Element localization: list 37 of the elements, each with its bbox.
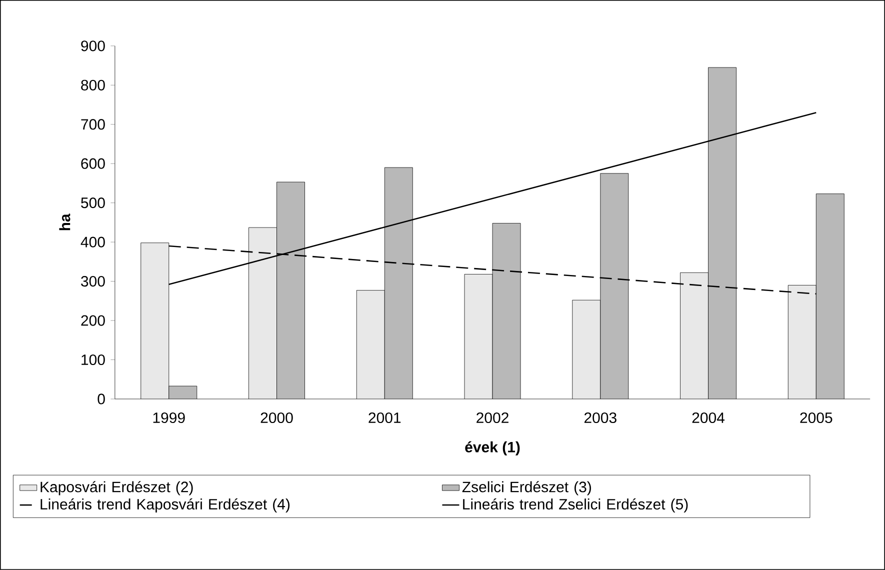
bar	[168, 386, 197, 400]
bar	[464, 274, 493, 400]
bar	[356, 290, 385, 400]
bar	[600, 173, 628, 400]
x-tick-label: 2001	[368, 412, 401, 424]
y-tick-label: 300	[81, 276, 105, 287]
y-tick-label: 0	[98, 394, 105, 404]
y-axis-title: ha	[59, 214, 70, 230]
y-tick-label: 700	[81, 119, 105, 130]
legend-label: Lineáris trend Zselici Erdészet (5)	[463, 498, 688, 513]
bar	[788, 285, 816, 400]
bar	[680, 272, 708, 400]
x-axis-title: évek (1)	[465, 441, 520, 456]
x-tick-label: 1999	[153, 412, 185, 424]
y-tick-label: 100	[82, 354, 105, 366]
bar	[276, 182, 305, 400]
legend-label: Zselici Erdészet (3)	[462, 481, 591, 496]
y-tick-label: 900	[81, 40, 105, 52]
y-tick-label: 200	[81, 315, 105, 326]
bar	[384, 168, 413, 400]
x-tick-label: 2004	[692, 412, 725, 424]
bar	[816, 194, 844, 400]
x-tick-label: 2005	[800, 412, 832, 424]
legend-label: Kaposvári Erdészet (2)	[40, 481, 193, 496]
y-tick-label: 400	[80, 236, 105, 248]
bar	[140, 242, 169, 400]
bar	[572, 300, 600, 400]
x-tick-label: 2002	[476, 412, 508, 424]
bar	[248, 228, 277, 400]
x-tick-label: 2000	[260, 412, 293, 424]
y-tick-label: 600	[81, 158, 105, 169]
bar	[492, 223, 521, 400]
bar	[708, 68, 736, 400]
y-tick-label: 500	[81, 198, 105, 208]
legend-label: Lineáris trend Kaposvári Erdészet (4)	[40, 498, 290, 513]
y-tick-label: 800	[81, 80, 105, 90]
x-tick-label: 2003	[584, 412, 616, 424]
